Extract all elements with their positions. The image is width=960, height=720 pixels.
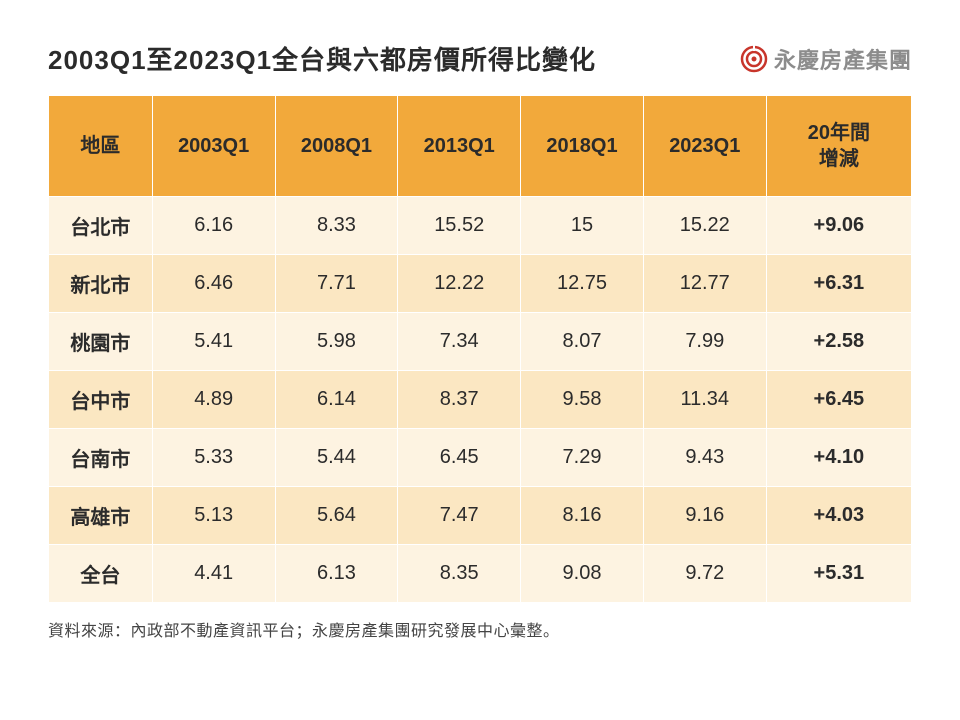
table-header: 地區2003Q12008Q12013Q12018Q12023Q120年間增減	[49, 96, 912, 197]
cell-value: 9.43	[643, 429, 766, 487]
cell-value: 5.13	[152, 487, 275, 545]
cell-value: 5.64	[275, 487, 398, 545]
cell-value: 8.37	[398, 371, 521, 429]
cell-change: +6.31	[766, 255, 911, 313]
cell-value: 4.41	[152, 545, 275, 603]
source-note: 資料來源：內政部不動產資訊平台；永慶房產集團研究發展中心彙整。	[48, 617, 912, 641]
cell-change: +5.31	[766, 545, 911, 603]
brand-logo: 永慶房產集團	[740, 43, 912, 75]
cell-value: 9.16	[643, 487, 766, 545]
cell-value: 12.22	[398, 255, 521, 313]
cell-value: 5.41	[152, 313, 275, 371]
table-row: 高雄市5.135.647.478.169.16+4.03	[49, 487, 912, 545]
table-row: 台中市4.896.148.379.5811.34+6.45	[49, 371, 912, 429]
cell-value: 5.98	[275, 313, 398, 371]
cell-value: 15	[521, 197, 644, 255]
column-header: 2013Q1	[398, 96, 521, 197]
cell-value: 7.29	[521, 429, 644, 487]
brand-logo-icon	[740, 45, 768, 73]
page-title: 2003Q1至2023Q1全台與六都房價所得比變化	[48, 40, 596, 77]
row-label: 全台	[49, 545, 153, 603]
column-header: 地區	[49, 96, 153, 197]
table-row: 台北市6.168.3315.521515.22+9.06	[49, 197, 912, 255]
row-label: 桃園市	[49, 313, 153, 371]
brand-logo-text: 永慶房產集團	[774, 43, 912, 75]
cell-value: 6.13	[275, 545, 398, 603]
cell-value: 6.14	[275, 371, 398, 429]
cell-value: 8.33	[275, 197, 398, 255]
row-label: 台南市	[49, 429, 153, 487]
cell-value: 9.58	[521, 371, 644, 429]
row-label: 台中市	[49, 371, 153, 429]
cell-value: 15.22	[643, 197, 766, 255]
cell-value: 5.33	[152, 429, 275, 487]
cell-value: 8.35	[398, 545, 521, 603]
cell-value: 7.34	[398, 313, 521, 371]
column-header: 20年間增減	[766, 96, 911, 197]
cell-value: 9.72	[643, 545, 766, 603]
row-label: 高雄市	[49, 487, 153, 545]
column-header: 2008Q1	[275, 96, 398, 197]
header: 2003Q1至2023Q1全台與六都房價所得比變化 永慶房產集團	[48, 40, 912, 77]
column-header: 2003Q1	[152, 96, 275, 197]
table-row: 桃園市5.415.987.348.077.99+2.58	[49, 313, 912, 371]
cell-value: 7.71	[275, 255, 398, 313]
cell-change: +6.45	[766, 371, 911, 429]
table-row: 台南市5.335.446.457.299.43+4.10	[49, 429, 912, 487]
cell-value: 15.52	[398, 197, 521, 255]
cell-value: 12.77	[643, 255, 766, 313]
row-label: 新北市	[49, 255, 153, 313]
table-row: 全台4.416.138.359.089.72+5.31	[49, 545, 912, 603]
cell-value: 4.89	[152, 371, 275, 429]
cell-value: 8.07	[521, 313, 644, 371]
cell-value: 12.75	[521, 255, 644, 313]
cell-value: 8.16	[521, 487, 644, 545]
cell-change: +9.06	[766, 197, 911, 255]
cell-value: 6.45	[398, 429, 521, 487]
row-label: 台北市	[49, 197, 153, 255]
data-table: 地區2003Q12008Q12013Q12018Q12023Q120年間增減 台…	[48, 95, 912, 603]
cell-change: +2.58	[766, 313, 911, 371]
cell-value: 5.44	[275, 429, 398, 487]
table-row: 新北市6.467.7112.2212.7512.77+6.31	[49, 255, 912, 313]
cell-value: 9.08	[521, 545, 644, 603]
cell-value: 6.16	[152, 197, 275, 255]
cell-change: +4.03	[766, 487, 911, 545]
cell-change: +4.10	[766, 429, 911, 487]
column-header: 2018Q1	[521, 96, 644, 197]
cell-value: 7.99	[643, 313, 766, 371]
table-body: 台北市6.168.3315.521515.22+9.06新北市6.467.711…	[49, 197, 912, 603]
cell-value: 11.34	[643, 371, 766, 429]
cell-value: 6.46	[152, 255, 275, 313]
cell-value: 7.47	[398, 487, 521, 545]
column-header: 2023Q1	[643, 96, 766, 197]
